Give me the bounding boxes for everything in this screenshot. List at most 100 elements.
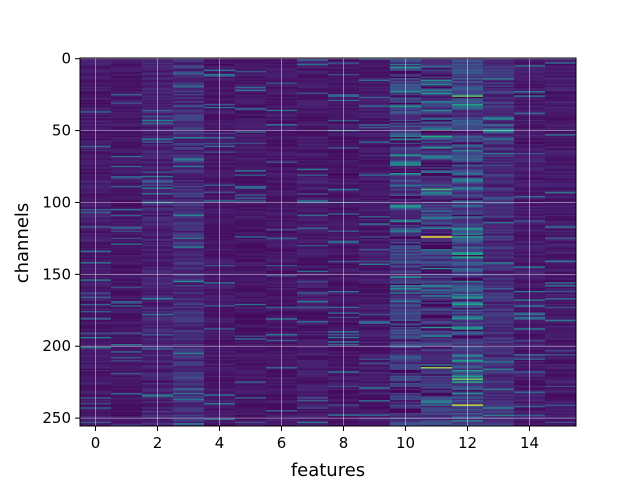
heatmap-cell	[235, 305, 267, 307]
heatmap-cell	[297, 197, 329, 200]
heatmap-cell	[173, 321, 205, 323]
heatmap-cell	[173, 115, 205, 118]
heatmap-cell	[111, 289, 143, 292]
heatmap-cell	[297, 256, 329, 259]
heatmap-cell	[421, 260, 453, 263]
heatmap-cell	[297, 242, 329, 244]
heatmap-cell	[173, 79, 205, 82]
heatmap-cell	[483, 197, 515, 200]
heatmap-cell	[297, 357, 329, 359]
heatmap-cell	[545, 407, 577, 410]
heatmap-cell	[235, 316, 267, 319]
heatmap-cell	[545, 270, 577, 273]
heatmap-cell	[421, 114, 453, 116]
heatmap-cell	[359, 216, 391, 218]
heatmap-cell	[359, 188, 391, 191]
heatmap-cell	[111, 229, 143, 231]
heatmap-cell	[483, 104, 515, 106]
heatmap-cell	[235, 198, 267, 201]
heatmap-cell	[421, 230, 453, 233]
heatmap-cell	[235, 86, 267, 89]
heatmap-cell	[483, 240, 515, 243]
heatmap-cell	[173, 131, 205, 134]
heatmap-cell	[297, 151, 329, 154]
heatmap-cell	[297, 303, 329, 306]
heatmap-cell	[235, 423, 267, 425]
heatmap-cell	[359, 288, 391, 290]
heatmap-cell	[421, 158, 453, 161]
heatmap-cell	[235, 260, 267, 263]
heatmap-cell	[483, 262, 515, 264]
heatmap-cell	[297, 257, 329, 260]
heatmap-cell	[545, 114, 577, 116]
heatmap-cell	[173, 332, 205, 335]
heatmap-cell	[235, 111, 267, 113]
heatmap-cell	[483, 285, 515, 287]
heatmap-cell	[483, 118, 515, 121]
heatmap-cell	[297, 65, 329, 67]
heatmap-cell	[545, 377, 577, 379]
heatmap-cell	[545, 217, 577, 220]
heatmap-cell	[545, 109, 577, 112]
heatmap-cell	[297, 349, 329, 352]
heatmap-cell	[173, 295, 205, 297]
heatmap-cell	[297, 395, 329, 398]
heatmap-cell	[483, 137, 515, 139]
heatmap-cell	[173, 108, 205, 111]
heatmap-cell	[483, 127, 515, 129]
heatmap-cell	[421, 246, 453, 249]
heatmap-cell	[483, 63, 515, 66]
heatmap-cell	[173, 191, 205, 194]
heatmap-cell	[235, 188, 267, 191]
heatmap-cell	[359, 411, 391, 414]
heatmap-cell	[111, 316, 143, 319]
heatmap-cell	[297, 122, 329, 125]
heatmap-cell	[359, 295, 391, 297]
heatmap-cell	[235, 263, 267, 266]
heatmap-cell	[359, 247, 391, 250]
heatmap-cell	[235, 197, 267, 200]
heatmap-cell	[483, 194, 515, 197]
heatmap-cell	[421, 170, 453, 172]
heatmap-cell	[173, 243, 205, 246]
heatmap-cell	[235, 217, 267, 220]
heatmap-cell	[111, 198, 143, 201]
heatmap-cell	[483, 98, 515, 100]
heatmap-cell	[111, 160, 143, 162]
heatmap-cell	[111, 239, 143, 241]
heatmap-cell	[545, 265, 577, 267]
heatmap-cell	[421, 191, 453, 194]
heatmap-cell	[359, 233, 391, 236]
heatmap-cell	[421, 313, 453, 316]
heatmap-cell	[483, 312, 515, 315]
heatmap-cell	[483, 424, 515, 427]
heatmap-cell	[111, 131, 143, 134]
heatmap-cell	[421, 242, 453, 244]
heatmap-cell	[297, 66, 329, 69]
heatmap-cell	[297, 394, 329, 397]
heatmap-cell	[359, 342, 391, 345]
heatmap-cell	[297, 382, 329, 385]
heatmap-cell	[111, 237, 143, 240]
heatmap-cell	[483, 216, 515, 218]
heatmap-cell	[235, 244, 267, 247]
heatmap-cell	[173, 254, 205, 257]
heatmap-cell	[173, 175, 205, 178]
heatmap-cell	[235, 83, 267, 86]
heatmap-cell	[173, 216, 205, 218]
heatmap-cell	[235, 112, 267, 115]
heatmap-cell	[111, 364, 143, 366]
heatmap-cell	[421, 174, 453, 177]
heatmap-cell	[173, 349, 205, 352]
heatmap-cell	[359, 178, 391, 181]
heatmap-cell	[297, 116, 329, 119]
heatmap-cell	[111, 423, 143, 425]
heatmap-cell	[359, 190, 391, 192]
heatmap-cell	[173, 322, 205, 325]
heatmap-cell	[421, 385, 453, 388]
heatmap-cell	[235, 76, 267, 79]
heatmap-cell	[421, 104, 453, 106]
heatmap-cell	[421, 256, 453, 259]
heatmap-cell	[421, 229, 453, 231]
heatmap-cell	[421, 404, 453, 407]
